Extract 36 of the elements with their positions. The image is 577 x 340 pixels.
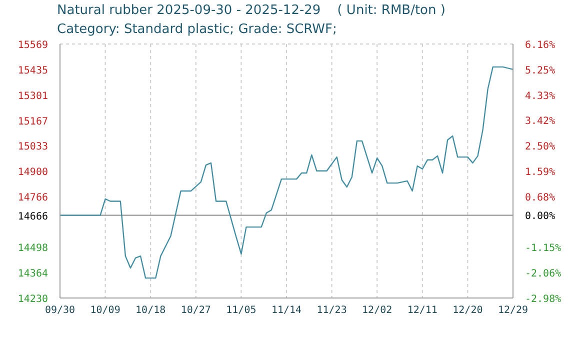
y-tick-label: 15167 (18, 116, 48, 128)
x-tick-label: 11/14 (271, 305, 302, 316)
y2-tick-label: 0.68% (525, 192, 556, 204)
y-tick-label: 15301 (18, 90, 48, 102)
line-series (60, 66, 513, 279)
x-tick-label: 11/23 (316, 305, 347, 316)
x-tick-label: 11/05 (226, 305, 256, 316)
y-tick-label: 14766 (18, 192, 48, 204)
y-tick-label: 15435 (18, 65, 48, 76)
y-tick-label: 14666 (18, 211, 48, 222)
x-tick-label: 12/20 (452, 305, 483, 316)
y2-tick-label: 1.59% (525, 167, 556, 178)
x-tick-label: 10/09 (90, 305, 120, 316)
x-tick-label: 09/30 (44, 305, 76, 316)
y2-tick-label: 0.00% (525, 211, 556, 222)
y-tick-label: 14230 (18, 294, 48, 305)
x-tick-label: 10/27 (180, 305, 211, 316)
y2-tick-label: 3.42% (525, 116, 556, 128)
chart-subtitle: Category: Standard plastic; Grade: SCRWF; (57, 22, 337, 37)
y-tick-label: 15033 (18, 142, 48, 153)
y-tick-label: 14364 (18, 268, 48, 280)
y2-tick-label: 4.33% (525, 90, 556, 102)
chart-title: Natural rubber 2025-09-30 - 2025-12-29 ( Unit: RMB/ton ) (57, 3, 446, 18)
y2-tick-label: 5.25% (525, 65, 556, 76)
y2-tick-label: 2.50% (525, 142, 556, 153)
x-tick-label: 12/02 (362, 305, 392, 316)
y2-tick-label: -2.06% (525, 268, 562, 280)
x-tick-label: 12/29 (498, 305, 528, 316)
x-tick-label: 12/11 (407, 305, 438, 316)
y2-tick-label: -2.98% (525, 294, 562, 305)
x-tick-label: 10/18 (136, 305, 166, 316)
y2-tick-label: -1.15% (525, 243, 562, 254)
y-tick-label: 14900 (18, 166, 48, 178)
y2-tick-label: 6.16% (525, 40, 556, 51)
y-tick-label: 15569 (18, 40, 48, 51)
y-tick-label: 14498 (18, 243, 48, 254)
